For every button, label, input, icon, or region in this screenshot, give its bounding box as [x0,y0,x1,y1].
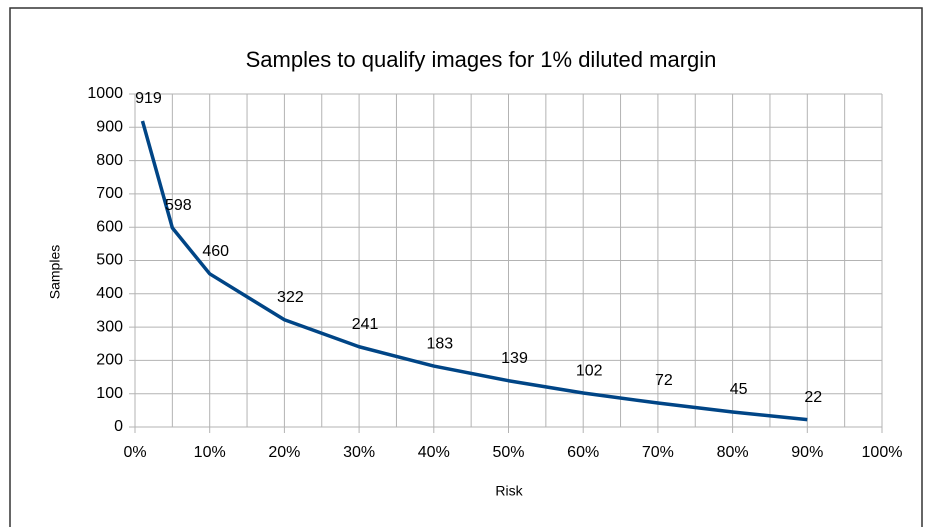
data-label: 241 [352,316,379,333]
data-label: 102 [576,362,603,379]
data-label: 598 [165,197,192,214]
chart-title: Samples to qualify images for 1% diluted… [246,47,717,72]
data-label: 183 [426,335,453,352]
x-tick-label: 90% [791,444,823,461]
data-label: 72 [655,372,673,389]
y-tick-label: 300 [96,318,123,335]
y-tick-label: 0 [114,418,123,435]
x-tick-label: 50% [492,444,524,461]
y-tick-label: 900 [96,119,123,136]
x-tick-label: 100% [862,444,903,461]
x-tick-label: 10% [194,444,226,461]
line-series [140,120,808,422]
data-label: 919 [135,90,162,107]
data-label: 45 [730,381,748,398]
x-tick-label: 0% [123,444,146,461]
y-tick-label: 400 [96,285,123,302]
y-tick-label: 700 [96,185,123,202]
y-tick-label: 1000 [87,85,123,102]
y-tick-label: 800 [96,152,123,169]
x-tick-label: 70% [642,444,674,461]
data-label: 460 [202,243,229,260]
x-tick-label: 40% [418,444,450,461]
y-tick-label: 200 [96,352,123,369]
y-tick-label: 100 [96,385,123,402]
y-tick-label: 600 [96,218,123,235]
data-label: 22 [804,389,822,406]
chart-frame [9,7,923,527]
x-axis-label: Risk [495,483,523,499]
y-axis-label: Samples [47,245,63,299]
x-tick-label: 60% [567,444,599,461]
y-tick-label: 500 [96,252,123,269]
x-tick-label: 30% [343,444,375,461]
x-tick-label: 80% [717,444,749,461]
data-label: 139 [501,350,528,367]
x-tick-label: 20% [268,444,300,461]
data-label: 322 [277,289,304,306]
